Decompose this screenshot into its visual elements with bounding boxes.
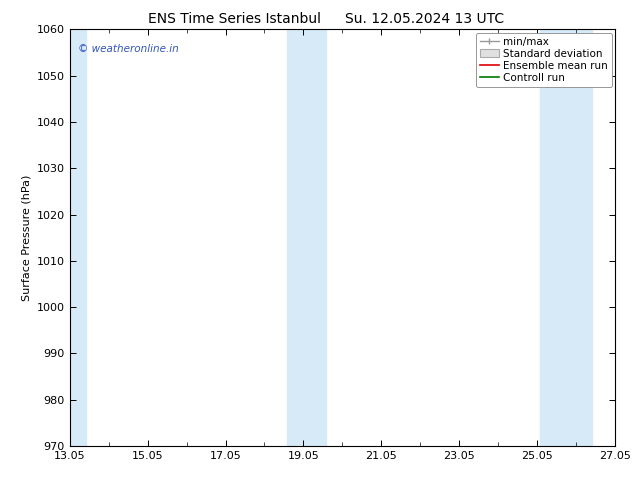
Bar xyxy=(70,29,86,446)
Y-axis label: Surface Pressure (hPa): Surface Pressure (hPa) xyxy=(21,174,31,301)
Text: © weatheronline.in: © weatheronline.in xyxy=(78,44,179,54)
Text: Su. 12.05.2024 13 UTC: Su. 12.05.2024 13 UTC xyxy=(346,12,504,26)
Bar xyxy=(287,29,326,446)
Text: ENS Time Series Istanbul: ENS Time Series Istanbul xyxy=(148,12,321,26)
Bar xyxy=(540,29,592,446)
Legend: min/max, Standard deviation, Ensemble mean run, Controll run: min/max, Standard deviation, Ensemble me… xyxy=(476,32,612,87)
